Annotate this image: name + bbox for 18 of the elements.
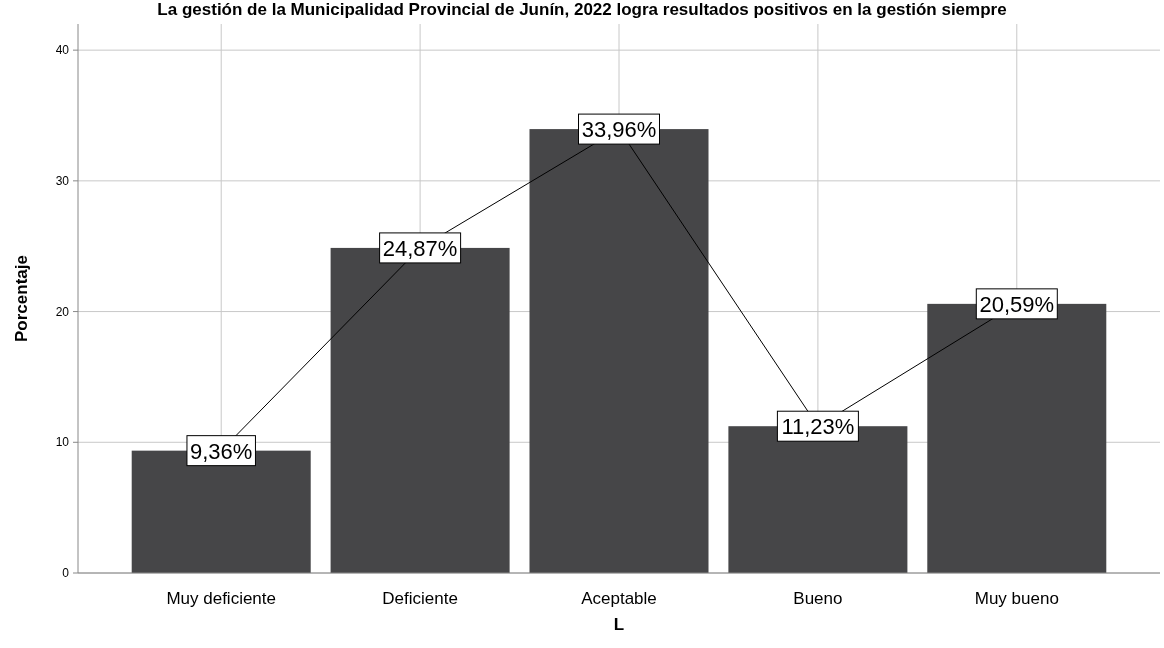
y-axis-title: Porcentaje xyxy=(12,255,31,342)
x-tick-label: Bueno xyxy=(793,589,843,608)
y-tick-label: 30 xyxy=(55,173,70,188)
data-label: 33,96% xyxy=(581,117,657,143)
data-label: 20,59% xyxy=(979,291,1055,317)
y-tick-label: 40 xyxy=(55,43,70,58)
x-tick-label: Muy deficiente xyxy=(166,589,277,608)
x-axis-title: L xyxy=(613,615,625,634)
data-label: 11,23% xyxy=(781,414,855,440)
chart-title: La gestión de la Municipalidad Provincial de Junín, 2022 logra resultados positivos en la gestión siempre xyxy=(157,0,1007,19)
x-tick-label: Muy bueno xyxy=(974,589,1059,608)
y-tick-label: 20 xyxy=(55,304,70,319)
x-tick-label: Deficiente xyxy=(382,589,458,608)
x-tick-label: Aceptable xyxy=(581,589,657,608)
data-label: 9,36% xyxy=(190,438,253,464)
data-label: 24,87% xyxy=(382,235,458,261)
y-tick-label: 10 xyxy=(55,435,70,450)
y-tick-label: 0 xyxy=(62,566,70,580)
